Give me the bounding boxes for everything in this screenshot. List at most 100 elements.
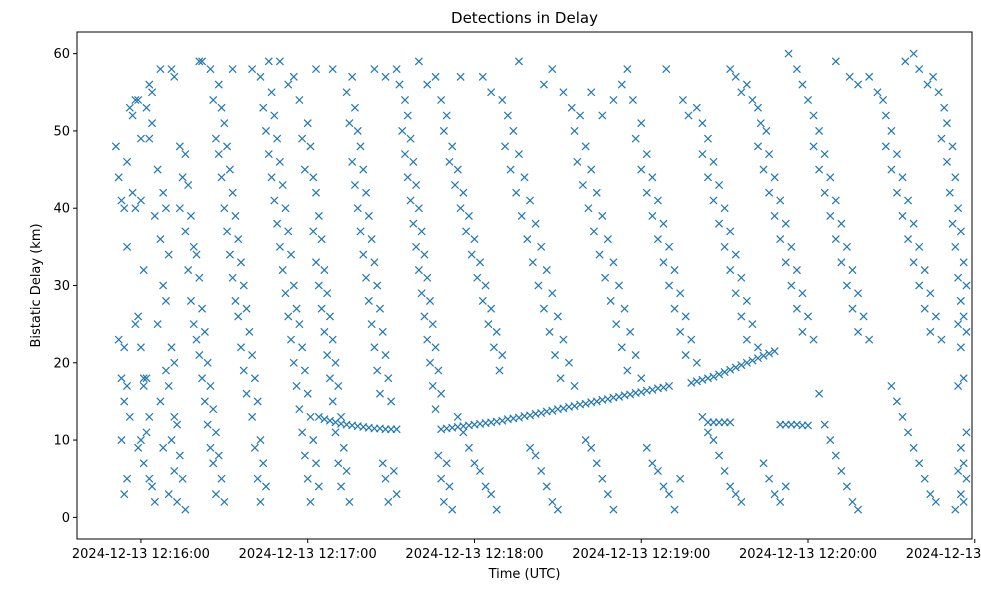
data-point [514, 57, 523, 66]
data-point [848, 304, 857, 313]
data-point [314, 211, 323, 220]
data-point [915, 281, 924, 290]
data-point [809, 335, 818, 344]
data-point [937, 335, 946, 344]
data-point [820, 188, 829, 197]
data-point [642, 150, 651, 159]
data-point [323, 351, 332, 360]
data-point [364, 211, 373, 220]
data-point [951, 505, 960, 514]
data-point [553, 505, 562, 514]
data-point [389, 466, 398, 476]
data-point [762, 126, 771, 135]
data-point [186, 296, 195, 305]
data-point [189, 242, 198, 251]
data-point [445, 157, 454, 166]
data-point [831, 196, 840, 205]
data-point [512, 188, 521, 197]
data-point [167, 65, 176, 74]
data-point [145, 134, 154, 143]
data-point [328, 335, 337, 344]
data-point [648, 459, 657, 468]
data-point [295, 320, 304, 329]
data-point [236, 343, 246, 352]
data-point [956, 343, 965, 352]
data-point [715, 219, 724, 228]
data-point [898, 211, 907, 220]
data-point [400, 150, 410, 159]
data-point [359, 165, 368, 174]
data-point [306, 497, 315, 506]
data-point [926, 289, 935, 298]
data-point [114, 173, 123, 182]
data-point [328, 65, 337, 74]
x-tick-label: 2024-12-13 12:19:00 [572, 547, 710, 562]
chart-title: Detections in Delay [451, 9, 598, 27]
data-point [120, 343, 129, 352]
data-point [484, 320, 493, 329]
data-point [142, 103, 151, 112]
data-point [742, 358, 751, 367]
data-point [951, 242, 960, 251]
data-point [956, 227, 965, 236]
data-point [173, 497, 182, 506]
data-point [959, 312, 968, 321]
data-point [342, 466, 351, 476]
data-point [353, 204, 362, 213]
data-point [267, 88, 276, 97]
data-point [120, 204, 129, 213]
data-point [920, 266, 929, 275]
data-point [223, 227, 232, 236]
data-point [153, 165, 162, 174]
data-point [537, 466, 546, 476]
data-point [495, 366, 504, 375]
data-point [776, 235, 785, 244]
data-point [328, 397, 337, 406]
data-point [459, 188, 468, 197]
data-point [437, 389, 446, 398]
data-point [284, 312, 293, 321]
data-point [131, 95, 140, 105]
data-point [759, 459, 768, 468]
data-point [959, 497, 968, 506]
data-point [117, 436, 126, 445]
data-point [909, 49, 918, 58]
data-point [231, 296, 240, 305]
data-point [273, 134, 282, 143]
data-point [248, 412, 257, 421]
data-point [901, 57, 910, 66]
data-point [292, 381, 301, 390]
data-point [470, 235, 479, 244]
data-point [148, 119, 157, 128]
data-point [228, 188, 237, 197]
data-point [234, 235, 243, 244]
data-point [940, 103, 949, 112]
data-point [148, 88, 157, 97]
y-axis: 0 10 20 30 40 50 60 [53, 47, 77, 526]
data-point [378, 327, 387, 336]
data-point [412, 181, 421, 190]
data-point [514, 150, 523, 159]
data-point [487, 304, 496, 313]
data-point [353, 126, 362, 135]
data-point [737, 497, 746, 506]
data-point [131, 320, 140, 329]
data-point [181, 227, 190, 236]
data-point [136, 134, 145, 143]
data-point [854, 327, 863, 336]
data-point [259, 459, 268, 468]
data-point [923, 80, 932, 89]
data-point [609, 258, 618, 267]
data-point [681, 312, 690, 321]
data-point [759, 351, 768, 360]
data-point [926, 327, 935, 336]
data-point [781, 219, 790, 228]
data-point [170, 72, 179, 81]
data-point [298, 134, 307, 143]
data-point [653, 235, 662, 244]
data-point [281, 204, 290, 213]
data-point [473, 273, 482, 282]
data-point [248, 65, 257, 74]
data-point [306, 412, 315, 421]
data-point [300, 165, 309, 174]
